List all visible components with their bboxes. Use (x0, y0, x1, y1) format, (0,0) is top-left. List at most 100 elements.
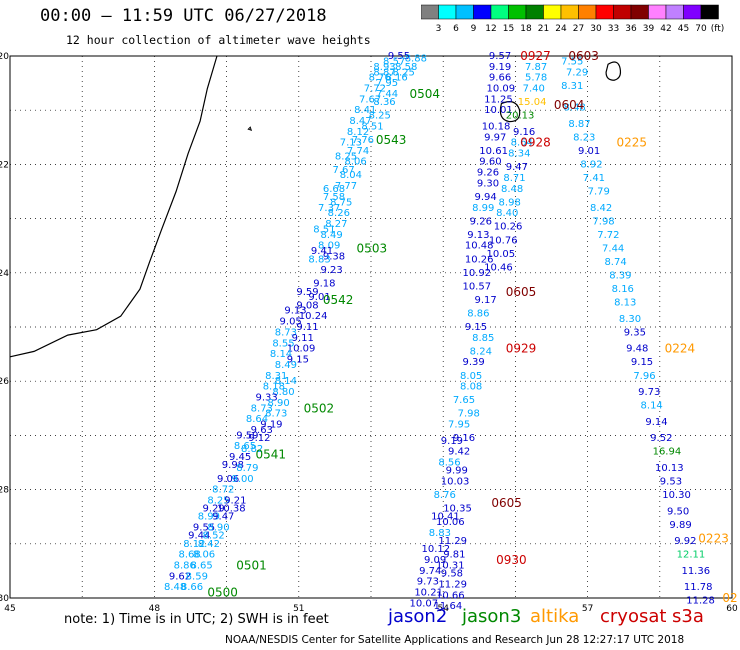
legend-jason2: jason2 (388, 606, 448, 627)
wave-height-reading: 8.83 (308, 254, 330, 265)
wave-height-reading: 8.24 (470, 346, 492, 357)
wave-height-reading: 8.18 (263, 382, 285, 393)
wave-height-reading: 9.15 (631, 357, 653, 368)
wave-height-reading: 8.25 (393, 67, 415, 78)
wave-height-reading: 9.08 (296, 300, 318, 311)
y-tick-label: -20 (0, 52, 9, 62)
wave-height-reading: 11.29 (438, 536, 467, 547)
wave-height-reading: 9.55 (193, 523, 215, 534)
color-scale-label: 12 (485, 24, 496, 34)
wave-height-reading: 7.29 (566, 67, 588, 78)
wave-height-reading: 8.14 (275, 376, 297, 387)
wave-height-reading: 10.24 (299, 311, 328, 322)
wave-height-reading: 8.99 (198, 512, 220, 523)
wave-height-reading: 8.68 (178, 550, 200, 561)
wave-height-reading: 7.13 (340, 138, 362, 149)
wave-height-reading: 8.04 (340, 170, 362, 181)
wave-height-reading: 9.26 (470, 216, 492, 227)
track-time-label: 0541 (255, 447, 286, 461)
wave-height-reading: 9.74 (419, 566, 441, 577)
color-scale-label: 39 (643, 24, 655, 34)
wave-height-reading: 8.31 (265, 371, 287, 382)
track-time-label: 0604 (554, 98, 585, 112)
wave-height-reading: 8.59 (186, 571, 208, 582)
wave-height-reading: 7.44 (602, 243, 624, 254)
wave-height-reading: 9.57 (489, 51, 511, 62)
color-scale-label: 15 (503, 24, 514, 34)
x-tick-label: 45 (4, 604, 15, 614)
wave-height-reading: 8.08 (460, 382, 482, 393)
wave-height-reading: 9.23 (320, 265, 342, 276)
wave-height-reading: 8.23 (573, 132, 595, 143)
wave-height-reading: 12.11 (677, 550, 706, 561)
wave-height-reading: 9.16 (513, 127, 535, 138)
legend-cryosat: cryosat (600, 606, 667, 627)
wave-height-reading: 8.05 (460, 371, 482, 382)
wave-height-reading: 10.07 (410, 598, 439, 609)
track-time-label: 0603 (568, 49, 599, 63)
wave-height-reading: 6.68 (323, 184, 345, 195)
color-scale-label: 9 (471, 24, 477, 34)
wave-height-reading: 8.73 (275, 327, 297, 338)
wave-height-reading: 8.26 (328, 208, 350, 219)
wave-height-reading: 9.41 (311, 246, 333, 257)
track-time-label: 02 (722, 591, 737, 605)
track-time-label: 0605 (506, 285, 537, 299)
wave-height-reading: 9.16 (453, 433, 475, 444)
wave-height-reading: 9.15 (465, 322, 487, 333)
wave-height-reading: 8.71 (503, 173, 525, 184)
wave-height-reading: 9.97 (484, 132, 506, 143)
wave-height-reading: 11.28 (686, 596, 715, 607)
x-tick-label: 54 (437, 604, 449, 614)
wave-height-reading: 9.19 (441, 436, 463, 447)
wave-height-reading: 9.99 (446, 466, 468, 477)
wave-height-reading: 8.65 (191, 560, 213, 571)
wave-height-reading: 11.64 (434, 601, 463, 612)
y-tick-label: -30 (0, 594, 9, 604)
x-tick-label: 48 (149, 604, 161, 614)
track-time-label: 0225 (616, 136, 647, 150)
wave-height-reading: 8.76 (369, 73, 391, 84)
mauritius-outline (605, 61, 622, 81)
wave-height-reading: 8.39 (609, 271, 631, 282)
wave-height-reading: 8.65 (234, 441, 256, 452)
track-time-label: 0501 (236, 558, 267, 572)
wave-height-reading: 9.33 (255, 392, 277, 403)
wave-height-reading: 20.13 (506, 111, 535, 122)
track-time-label: 0503 (357, 241, 388, 255)
wave-height-reading: 7.79 (588, 187, 610, 198)
wave-height-reading: 7.87 (525, 62, 547, 73)
wave-height-reading: 8.82 (241, 444, 263, 455)
wave-height-reading: 7.95 (376, 78, 398, 89)
wave-height-reading: 9.59 (236, 430, 258, 441)
wave-height-reading: 8.73 (265, 409, 287, 420)
wave-height-reading: 8.40 (496, 208, 518, 219)
wave-height-reading: 8.86 (467, 308, 489, 319)
wave-height-reading: 9.63 (251, 425, 273, 436)
wave-height-reading: 10.18 (482, 121, 511, 132)
wave-height-reading: 10.21 (414, 588, 443, 599)
wave-height-reading: 9.38 (323, 252, 345, 263)
wave-height-reading: 8.12 (183, 539, 205, 550)
wave-height-reading: 8.25 (369, 111, 391, 122)
legend-altika: altika (530, 606, 580, 627)
wave-height-reading: 8.73 (251, 403, 273, 414)
wave-height-reading: 9.73 (417, 577, 439, 588)
wave-height-reading: 9.13 (284, 306, 306, 317)
wave-height-reading: 8.74 (604, 257, 626, 268)
x-tick-label: 60 (726, 604, 738, 614)
wave-height-reading: 7.67 (332, 165, 354, 176)
wave-height-reading: 8.92 (580, 159, 602, 170)
wave-height-reading: 9.30 (477, 178, 499, 189)
wave-height-reading: 9.19 (260, 420, 282, 431)
wave-height-reading: 15.04 (518, 97, 547, 108)
wave-height-reading: 9.98 (222, 460, 244, 471)
wave-height-reading: 8.34 (508, 149, 530, 160)
wave-height-reading: 10.31 (436, 560, 465, 571)
wave-height-reading: 9.55 (388, 51, 410, 62)
wave-height-reading: 9.00 (231, 474, 253, 485)
wave-height-reading: 8.42 (198, 539, 220, 550)
color-scale-label: 42 (660, 24, 671, 34)
wave-height-reading: 7.95 (448, 420, 470, 431)
